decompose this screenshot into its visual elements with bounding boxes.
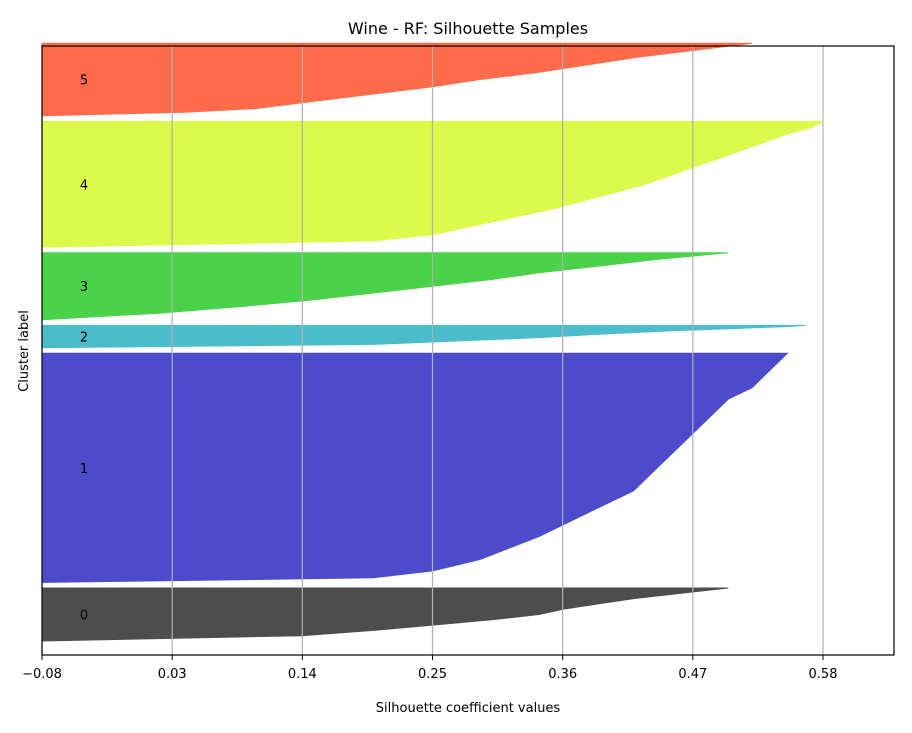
x-axis-ticks: −0.08 0.03 0.14 0.25 0.36 0.47 0.58 bbox=[22, 655, 837, 682]
cluster-3-area bbox=[41, 252, 729, 321]
x-tick-label: 0.36 bbox=[548, 667, 577, 682]
y-axis-label: Cluster label bbox=[17, 310, 32, 392]
chart-title: Wine - RF: Silhouette Samples bbox=[348, 19, 588, 38]
cluster-label: 4 bbox=[80, 178, 88, 193]
x-tick-label: −0.08 bbox=[22, 667, 62, 682]
x-tick-label: 0.14 bbox=[288, 667, 317, 682]
cluster-label: 5 bbox=[80, 74, 88, 89]
cluster-5-area bbox=[41, 42, 753, 117]
x-tick-label: 0.03 bbox=[158, 667, 187, 682]
plot-frame bbox=[41, 45, 895, 656]
x-tick-label: 0.58 bbox=[809, 667, 838, 682]
cluster-2-area bbox=[41, 324, 806, 349]
cluster-label: 2 bbox=[80, 331, 88, 346]
cluster-label: 3 bbox=[80, 280, 88, 295]
cluster-label: 1 bbox=[80, 462, 88, 477]
x-axis-label: Silhouette coefficient values bbox=[376, 701, 561, 716]
x-tick-label: 0.25 bbox=[418, 667, 447, 682]
cluster-label: 0 bbox=[80, 608, 88, 623]
cluster-labels: 0 1 2 3 4 5 bbox=[80, 74, 88, 624]
x-tick-label: 0.47 bbox=[678, 667, 707, 682]
